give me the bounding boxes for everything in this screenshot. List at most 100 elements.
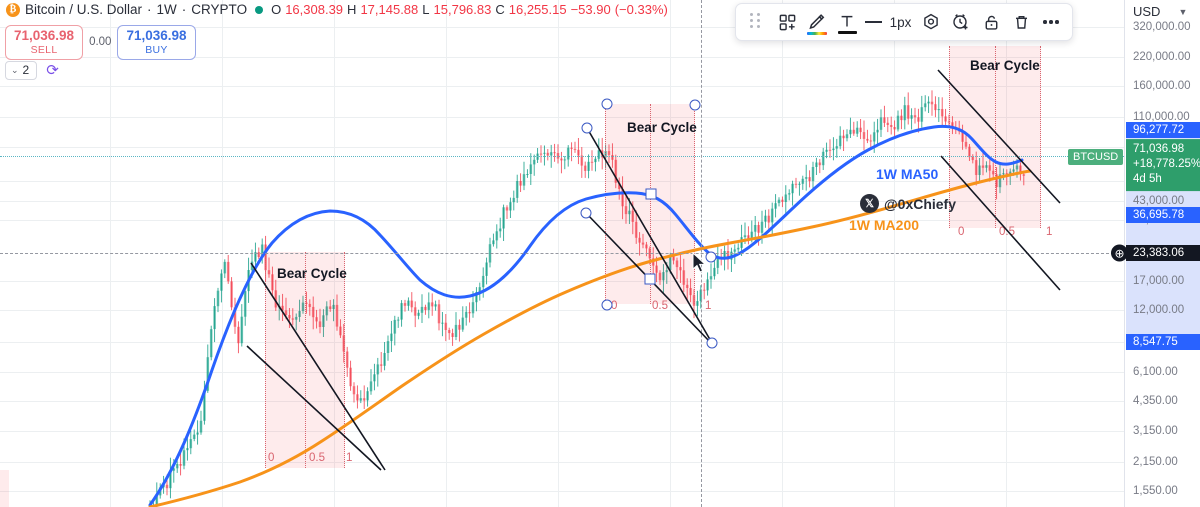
bear-cycle-right-label: Bear Cycle (970, 58, 1040, 73)
settings-hex-icon[interactable] (917, 7, 945, 37)
price-tick: 110,000.00 (1133, 111, 1190, 123)
ma50-level-line (0, 156, 1124, 157)
bear-cycle-offscreen-edge (0, 470, 9, 507)
sell-button[interactable]: 71,036.98 SELL (5, 25, 84, 60)
drawing-handle-square[interactable] (645, 188, 657, 200)
crosshair-add-icon[interactable]: ⊕ (1111, 244, 1128, 262)
price-band-highlight (1126, 218, 1200, 344)
fib-label-1: 1 (705, 300, 712, 312)
open-value: 16,308.39 (285, 2, 344, 17)
drawing-handle-circle[interactable] (706, 337, 718, 349)
gridline-h (0, 57, 1124, 58)
gridline-h (0, 86, 1124, 87)
price-tick: 3,150.00 (1133, 425, 1178, 437)
gridline-h (0, 372, 1124, 373)
text-color-swatch[interactable] (838, 31, 857, 34)
drawing-handle-circle[interactable] (601, 98, 613, 110)
legend-separator: · (181, 2, 187, 17)
buy-price: 71,036.98 (126, 28, 187, 43)
price-tick: 160,000.00 (1133, 80, 1191, 92)
crosshair-horizontal (0, 253, 1124, 254)
chart-canvas[interactable]: Bear Cycle 0 0.5 1 Bear Cycle 0 0.5 1 Be… (0, 0, 1124, 507)
symbol-price-tag: BTCUSD (1068, 149, 1124, 165)
drawing-handle-circle[interactable] (580, 207, 592, 219)
buy-button[interactable]: 71,036.98 BUY (117, 25, 196, 60)
unlock-icon[interactable] (977, 7, 1005, 37)
box-edge (605, 104, 606, 304)
quantity-row: ⌄ 2 ⟳ (5, 61, 59, 80)
more-options-icon[interactable] (1037, 7, 1065, 37)
refresh-icon[interactable]: ⟳ (46, 62, 59, 79)
last-price-value: 71,036.98 (1133, 143, 1185, 156)
pencil-color-icon[interactable] (803, 7, 831, 37)
gridline-h (0, 401, 1124, 402)
exchange-label: CRYPTO (191, 2, 248, 17)
bitcoin-icon: ₿ (6, 2, 20, 17)
ma50-price-tag: 96,277.72 (1126, 122, 1200, 138)
ma50-label: 1W MA50 (876, 166, 939, 182)
watermark-username: @0xChiefy (884, 195, 957, 212)
bear-cycle-middle-label: Bear Cycle (627, 120, 697, 135)
fib-label-0: 0 (268, 452, 275, 464)
price-tick: 17,000.00 (1133, 275, 1185, 287)
bar-countdown: 4d 5h (1133, 172, 1162, 185)
quantity-stepper[interactable]: ⌄ 2 (5, 61, 38, 80)
close-value: 16,255.15 (508, 2, 567, 17)
drag-handle-icon[interactable] (743, 7, 771, 37)
drawing-handle-square[interactable] (644, 273, 656, 285)
currency-label: USD (1133, 4, 1161, 19)
watermark-handle: 𝕏 @0xChiefy (860, 194, 956, 213)
drawing-handle-circle[interactable] (601, 299, 613, 311)
sell-price: 71,036.98 (14, 28, 75, 43)
mouse-pointer-icon (692, 252, 707, 273)
add-template-icon[interactable] (773, 7, 801, 37)
delete-icon[interactable] (1007, 7, 1035, 37)
bear-cycle-left-label: Bear Cycle (277, 266, 347, 281)
gridline-h (0, 342, 1124, 343)
line-width-label: 1px (889, 14, 912, 30)
drawing-toolbar[interactable]: 1px (735, 3, 1073, 41)
gridline-h (0, 431, 1124, 432)
symbol-name[interactable]: Bitcoin / U.S. Dollar (25, 2, 143, 17)
add-alert-clock-icon[interactable] (947, 7, 975, 37)
crosshair-price-value: 23,383.06 (1133, 247, 1185, 259)
currency-selector[interactable]: USD ▼ (1133, 4, 1187, 19)
open-label: O (271, 2, 282, 17)
interval-label[interactable]: 1W (156, 2, 177, 17)
x-twitter-icon: 𝕏 (860, 194, 879, 213)
low-value: 15,796.83 (433, 2, 492, 17)
gridline-h (0, 462, 1124, 463)
box-edge (995, 46, 996, 228)
last-price-tag: 71,036.98 +18,778.25% 4d 5h (1126, 139, 1200, 191)
price-tick: 320,000.00 (1133, 21, 1191, 33)
fib-label-1: 1 (346, 452, 353, 464)
close-label: C (495, 2, 505, 17)
ma200-label: 1W MA200 (849, 217, 920, 233)
price-tick: 6,100.00 (1133, 366, 1178, 378)
chart-legend: ₿ Bitcoin / U.S. Dollar · 1W · CRYPTO O … (6, 2, 668, 17)
low-label: L (422, 2, 430, 17)
price-tick: 12,000.00 (1133, 304, 1185, 316)
change-percent: (−0.33%) (614, 2, 668, 17)
gridline-h (0, 491, 1124, 492)
pencil-color-swatch[interactable] (807, 32, 827, 35)
gridline-h (0, 310, 1124, 311)
crosshair-price-tag: ⊕ 23,383.06 (1111, 244, 1200, 262)
box-edge (265, 252, 266, 468)
fib-label-1: 1 (1046, 226, 1053, 238)
drawing-handle-circle[interactable] (689, 99, 701, 111)
ma200-price-tag: 36,695.78 (1126, 207, 1200, 223)
drawing-handle-circle[interactable] (581, 122, 593, 134)
trade-buttons: 71,036.98 SELL 0.00 71,036.98 BUY (5, 25, 196, 60)
ohlc-values: O 16,308.39 H 17,145.88 L 15,796.83 C 16… (271, 2, 668, 17)
text-tool-icon[interactable] (833, 7, 861, 37)
sell-label: SELL (30, 43, 58, 56)
line-style-icon[interactable]: 1px (863, 7, 915, 37)
price-tick: 4,350.00 (1133, 395, 1178, 407)
bear-cycle-right[interactable] (949, 46, 1041, 228)
bear-cycle-left[interactable] (265, 252, 345, 468)
high-label: H (347, 2, 357, 17)
box-edge (344, 252, 345, 468)
price-scale[interactable]: USD ▼ 320,000.00 220,000.00 160,000.00 1… (1111, 0, 1200, 507)
